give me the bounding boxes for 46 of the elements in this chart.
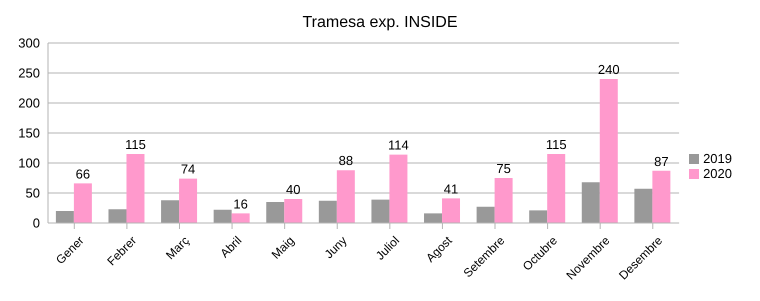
data-label: 87 bbox=[654, 154, 669, 169]
y-tick-label: 100 bbox=[18, 156, 40, 171]
data-label: 75 bbox=[496, 161, 511, 176]
data-label: 66 bbox=[76, 166, 90, 182]
data-label: 40 bbox=[286, 182, 300, 197]
bar bbox=[336, 170, 355, 223]
bar bbox=[547, 154, 566, 223]
bar bbox=[126, 154, 144, 223]
bar bbox=[494, 178, 513, 223]
legend-label: 2019 bbox=[703, 150, 732, 166]
bar bbox=[529, 210, 548, 223]
bar bbox=[161, 200, 180, 223]
y-tick-label: 300 bbox=[18, 36, 40, 51]
data-label: 240 bbox=[598, 62, 620, 77]
bar bbox=[389, 154, 408, 223]
bar bbox=[652, 170, 670, 223]
bar bbox=[232, 213, 250, 223]
data-label: 88 bbox=[338, 153, 354, 168]
bar bbox=[284, 199, 302, 223]
bar bbox=[476, 206, 495, 223]
bar bbox=[424, 213, 442, 223]
y-tick-label: 0 bbox=[32, 216, 40, 231]
bar bbox=[318, 200, 337, 223]
data-label: 115 bbox=[546, 137, 567, 152]
bar bbox=[371, 200, 390, 223]
data-label: 74 bbox=[180, 162, 196, 177]
chart-title: Tramesa exp. INSIDE bbox=[302, 14, 458, 31]
bar bbox=[74, 183, 92, 223]
y-tick-label: 50 bbox=[26, 186, 40, 201]
bar bbox=[634, 188, 652, 223]
bar bbox=[600, 79, 618, 223]
bar bbox=[266, 202, 284, 223]
data-label: 41 bbox=[444, 181, 458, 196]
bar bbox=[108, 209, 126, 223]
y-tick-label: 200 bbox=[18, 96, 40, 111]
data-label: 16 bbox=[233, 196, 248, 212]
bar bbox=[582, 182, 600, 223]
bar bbox=[56, 211, 74, 223]
bar bbox=[214, 210, 232, 223]
bar bbox=[442, 198, 460, 223]
bar bbox=[179, 178, 198, 223]
y-tick-label: 150 bbox=[18, 126, 40, 141]
y-tick-label: 250 bbox=[18, 66, 40, 81]
data-label: 114 bbox=[388, 138, 409, 153]
legend-label: 2020 bbox=[703, 166, 732, 180]
data-label: 115 bbox=[125, 137, 146, 152]
